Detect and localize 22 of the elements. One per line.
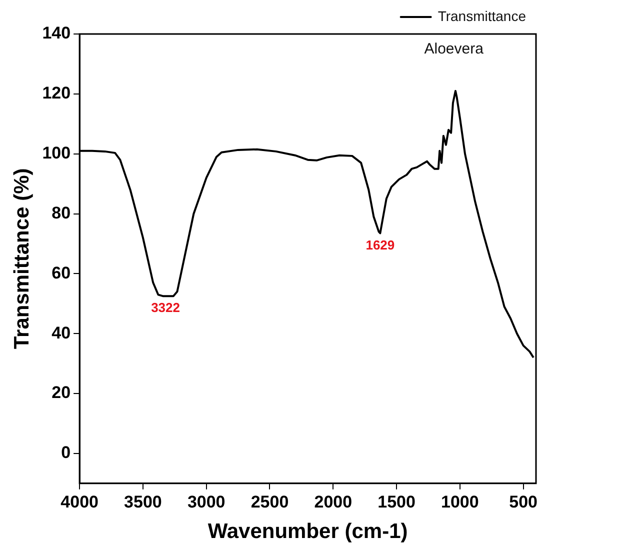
y-tick-label: 20 — [52, 383, 71, 402]
annotation: 3322 — [151, 300, 180, 316]
annotation: 1629 — [366, 237, 395, 252]
annotation: Aloevera — [424, 40, 484, 58]
x-tick-label: 2000 — [314, 492, 352, 512]
y-tick-label: 140 — [42, 24, 71, 43]
y-tick-label: 0 — [61, 443, 71, 462]
y-tick-label: 100 — [42, 144, 71, 163]
y-axis-title: Transmittance (%) — [10, 168, 34, 350]
x-tick-label: 4000 — [60, 492, 98, 512]
legend-label: Transmittance — [438, 8, 526, 24]
x-tick-label: 3000 — [187, 492, 226, 512]
y-tick-label: 120 — [42, 84, 71, 103]
x-axis-title: Wavenumber (cm-1) — [208, 520, 408, 544]
y-tick-label: 80 — [52, 203, 71, 222]
x-tick-label: 1000 — [441, 492, 479, 512]
y-tick-label: 40 — [52, 323, 71, 342]
x-tick-label: 2500 — [250, 492, 289, 512]
x-tick-label: 1500 — [378, 492, 416, 512]
x-tick-label: 500 — [509, 492, 538, 512]
y-tick-label: 60 — [52, 263, 71, 282]
x-tick-label: 3500 — [124, 492, 162, 512]
